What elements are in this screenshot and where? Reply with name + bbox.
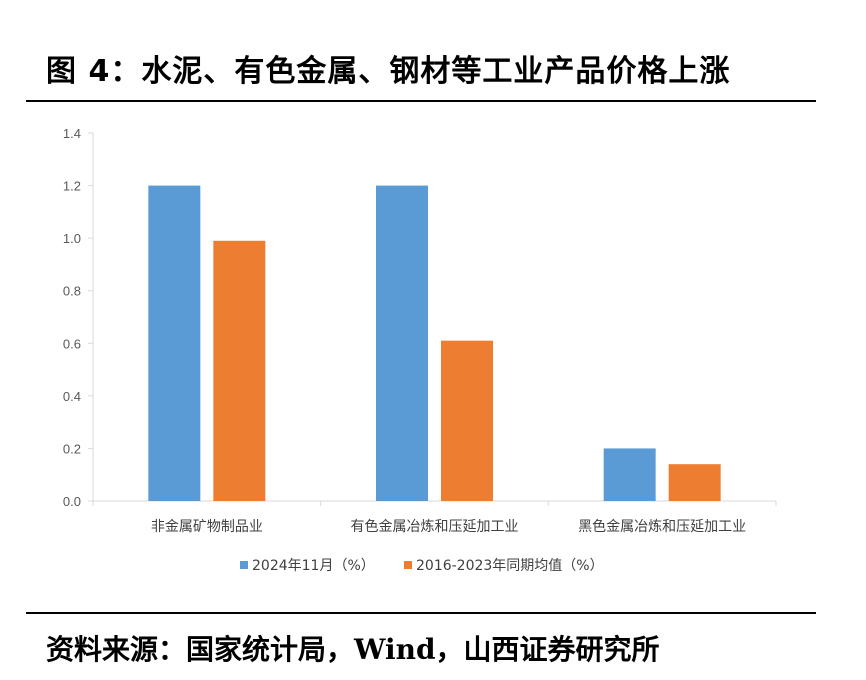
y-axis: 0.0 0.2 0.4 0.6 0.8 1.0 1.2 1.4 (63, 126, 94, 509)
category-label: 有色金属冶炼和压延加工业 (351, 518, 519, 535)
y-tick-label: 0.6 (63, 336, 81, 351)
y-tick-label: 0.0 (63, 494, 81, 509)
bottom-rule (26, 612, 816, 614)
y-tick-label: 1.4 (63, 126, 81, 141)
legend-label: 2024年11月（%） (252, 558, 375, 574)
bar-chart: 0.0 0.2 0.4 0.6 0.8 1.0 1.2 1.4 非金属矿物制品业 有色金属冶炼和… (63, 126, 777, 574)
y-tick-label: 0.8 (63, 284, 81, 299)
bars (148, 185, 721, 502)
category-label: 非金属矿物制品业 (151, 519, 263, 535)
figure-title: 图 4：水泥、有色金属、钢材等工业产品价格上涨 (46, 54, 731, 89)
bar (668, 464, 721, 501)
category-labels: 非金属矿物制品业 有色金属冶炼和压延加工业 黑色金属冶炼和压延加工业 (151, 518, 746, 535)
top-rule (26, 100, 816, 102)
y-tick-label: 1.0 (63, 231, 81, 246)
bar (376, 185, 428, 502)
figure-source: 资料来源：国家统计局，Wind，山西证券研究所 (46, 633, 660, 666)
legend-swatch (404, 561, 412, 569)
y-tick-label: 0.4 (63, 389, 81, 404)
category-label: 黑色金属冶炼和压延加工业 (578, 518, 746, 535)
legend-label: 2016-2023年同期均值（%） (416, 558, 604, 574)
legend: 2024年11月（%） 2016-2023年同期均值（%） (240, 558, 604, 574)
bar (213, 240, 266, 501)
y-tick-label: 1.2 (63, 179, 81, 194)
x-axis (92, 500, 777, 506)
y-tick-label: 0.2 (63, 441, 81, 456)
legend-swatch (240, 561, 248, 569)
bar (441, 340, 493, 501)
bar (603, 448, 656, 501)
bar (148, 185, 201, 502)
